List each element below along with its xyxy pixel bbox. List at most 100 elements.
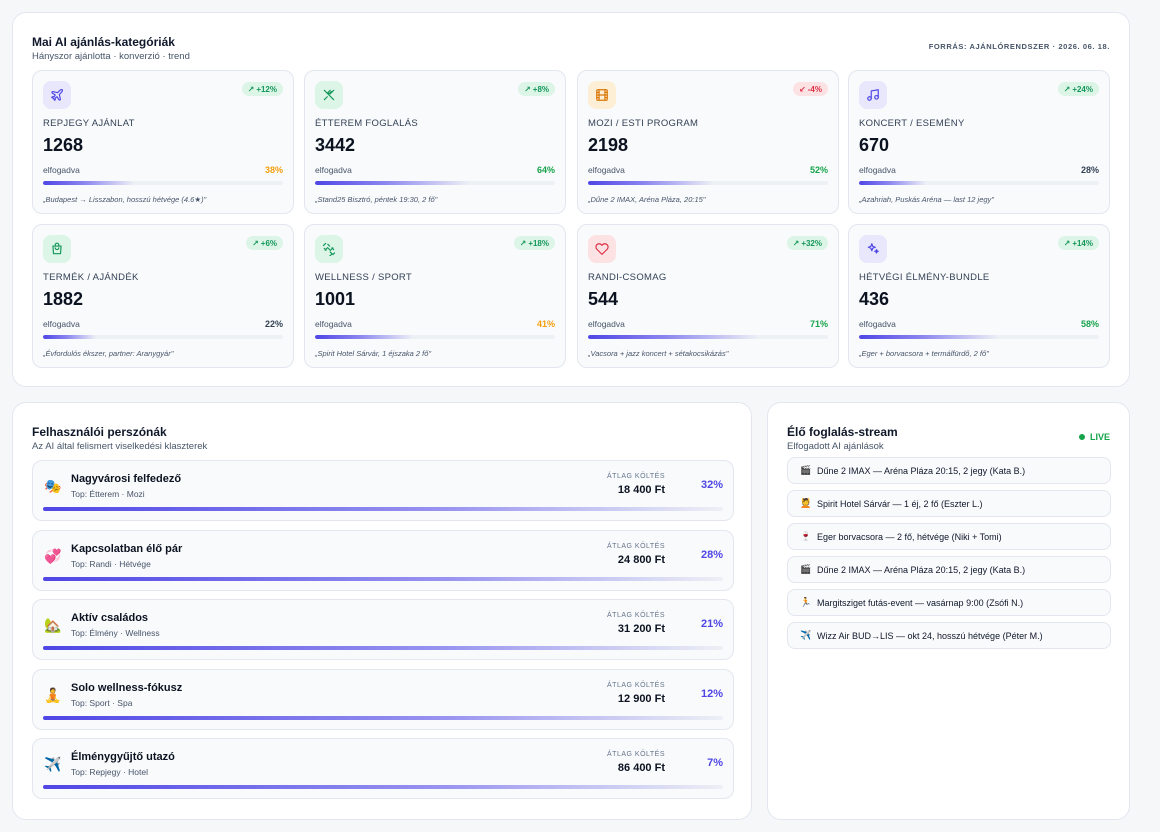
- accepted-label: elfogadva: [588, 319, 625, 329]
- category-card[interactable]: ↙ -4% MOZI / ESTI PROGRAM 2198 elfogadva 52% „…: [577, 70, 839, 214]
- persona-share-bar: [43, 715, 723, 720]
- accepted-label: elfogadva: [859, 165, 896, 175]
- persona-row[interactable]: 🎭 Nagyvárosi felfedező Top: Étterem · Mozi…: [32, 460, 734, 521]
- persona-share-bar: [43, 646, 723, 650]
- persona-share-bar-fill: [43, 785, 723, 789]
- conversion-bar-fill: [588, 181, 713, 185]
- example-recommendation: „Budapest → Lisszabon, hosszú hétvége (4…: [43, 195, 207, 204]
- trend-up-icon: ↗: [1063, 238, 1071, 248]
- persona-name: Kapcsolatban élő pár: [71, 542, 183, 555]
- dumbbell-icon: [315, 235, 343, 263]
- avg-spend-value: 86 400 Ft: [617, 762, 665, 774]
- category-card[interactable]: ↗ +6% TERMÉK / AJÁNDÉK 1882 elfogadva 22% „Évf…: [32, 224, 294, 368]
- conversion-bar: [588, 335, 828, 339]
- persona-top-categories: Top: Repjegy · Hotel: [71, 767, 149, 777]
- persona-share-bar: [43, 785, 723, 789]
- clapper-icon: 🎬: [800, 465, 812, 475]
- conversion-bar-fill: [315, 335, 414, 339]
- recommendation-count: 1268: [43, 135, 84, 155]
- example-recommendation: „Vacsora + jazz koncert + sétakocsikázás…: [588, 349, 729, 358]
- category-card[interactable]: ↗ +14% HÉTVÉGI ÉLMÉNY-BUNDLE 436 elfogadva 58…: [848, 224, 1110, 368]
- stream-item[interactable]: ✈️ Wizz Air BUD→LIS — okt 24, hosszú hétv…: [787, 622, 1111, 649]
- accepted-label: elfogadva: [315, 319, 352, 329]
- trend-value: -4%: [807, 84, 822, 94]
- stream-item[interactable]: 🏃 Margitsziget futás-event — vasárnap 9:0…: [787, 589, 1111, 616]
- persona-row[interactable]: ✈️ Élménygyűjtő utazó Top: Repjegy · Hotel…: [32, 738, 734, 799]
- persona-row[interactable]: 🧘 Solo wellness-fókusz Top: Sport · Spa ÁTL…: [32, 668, 734, 730]
- trend-up-icon: ↗: [252, 238, 259, 248]
- persona-share: 12%: [700, 687, 723, 700]
- trend-value: +8%: [532, 84, 549, 94]
- avg-spend-value: 24 800 Ft: [617, 553, 665, 566]
- persona-row[interactable]: 🏡 Aktív családos Top: Élmény · Wellness ÁTL…: [32, 599, 734, 660]
- persona-row[interactable]: 💞 Kapcsolatban élő pár Top: Randi · Hétvég…: [32, 529, 734, 591]
- recommendation-count: 2198: [588, 135, 629, 155]
- recommendation-count: 436: [859, 289, 890, 309]
- example-recommendation: „Eger + borvacsora + termálfürdő, 2 fő": [859, 349, 989, 358]
- airplane-icon: ✈️: [800, 630, 812, 640]
- persona-top-categories: Top: Randi · Hétvége: [71, 558, 151, 569]
- persona-share: 7%: [707, 757, 723, 769]
- hearts-icon: 💞: [44, 547, 62, 564]
- stream-item[interactable]: 🎬 Dűne 2 IMAX — Aréna Pláza 20:15, 2 jegy…: [787, 556, 1111, 583]
- persona-share-bar-fill: [43, 507, 723, 511]
- trend-up-icon: ↗: [519, 238, 527, 248]
- persona-share: 28%: [700, 548, 723, 561]
- conversion-bar-fill: [588, 335, 759, 339]
- trend-up-icon: ↗: [524, 84, 531, 94]
- stream-item[interactable]: 💆 Spirit Hotel Sárvár — 1 éj, 2 fő (Eszte…: [787, 490, 1111, 517]
- accepted-percent: 52%: [809, 165, 828, 175]
- stream-item-text: Eger borvacsora — 2 fő, hétvége (Niki + …: [817, 531, 1002, 542]
- live-indicator: LIVE: [1078, 432, 1110, 442]
- avg-spend-label: ÁTLAG KÖLTÉS: [607, 473, 665, 480]
- spa-icon: 💆: [800, 498, 812, 508]
- category-card[interactable]: ↗ +32% RANDI-CSOMAG 544 elfogadva 71% „Vacsora…: [577, 224, 839, 368]
- category-card[interactable]: ↗ +18% WELLNESS / SPORT 1001 elfogadva 41% „Sp…: [304, 224, 566, 368]
- booking-stream-panel: Élő foglalás-stream Elfogadott AI ajánlá…: [767, 402, 1130, 820]
- persona-panel: Felhasználói perszónák Az AI által felis…: [12, 402, 752, 820]
- categories-title: Mai AI ajánlás-kategóriák: [32, 35, 175, 49]
- conversion-bar: [315, 181, 555, 185]
- trend-value: +32%: [801, 238, 822, 248]
- category-card[interactable]: ↗ +24% KONCERT / ESEMÉNY 670 elfogadva 28% „Az…: [848, 70, 1110, 214]
- category-card[interactable]: ↗ +12% REPJEGY AJÁNLAT 1268 elfogadva 38% „Bud…: [32, 70, 294, 214]
- recommendation-count: 3442: [315, 135, 356, 155]
- persona-top-categories: Top: Sport · Spa: [71, 697, 133, 708]
- trend-value: +12%: [256, 84, 277, 94]
- stream-item-text: Dűne 2 IMAX — Aréna Pláza 20:15, 2 jegy …: [817, 564, 1026, 575]
- trend-badge: ↗ +18%: [513, 236, 555, 250]
- recommendation-count: 544: [588, 289, 619, 309]
- airplane-icon: ✈️: [44, 756, 62, 772]
- persona-name: Solo wellness-fókusz: [71, 681, 183, 694]
- category-card[interactable]: ↗ +8% ÉTTEREM FOGLALÁS 3442 elfogadva 64% „Sta…: [304, 70, 566, 214]
- accepted-percent: 38%: [264, 165, 283, 175]
- music-icon: [859, 81, 887, 109]
- stream-subtitle: Elfogadott AI ajánlások: [787, 441, 884, 452]
- persona-share-bar-fill: [43, 646, 723, 650]
- accepted-label: elfogadva: [43, 165, 80, 175]
- recommendation-count: 1882: [43, 289, 84, 309]
- trend-value: +6%: [260, 238, 277, 248]
- accepted-percent: 22%: [264, 319, 283, 329]
- avg-spend-value: 18 400 Ft: [617, 484, 665, 496]
- categories-panel: Mai AI ajánlás-kategóriák Hányszor ajánl…: [12, 12, 1130, 387]
- accepted-label: elfogadva: [588, 165, 625, 175]
- category-name: ÉTTEREM FOGLALÁS: [315, 118, 418, 129]
- conversion-bar: [588, 181, 828, 185]
- stream-item-text: Spirit Hotel Sárvár — 1 éj, 2 fő (Eszter…: [817, 498, 983, 509]
- avg-spend-label: ÁTLAG KÖLTÉS: [607, 681, 665, 689]
- category-name: KONCERT / ESEMÉNY: [859, 118, 965, 129]
- conversion-bar-fill: [859, 181, 927, 185]
- film-icon: [588, 81, 616, 109]
- stream-item[interactable]: 🍷 Eger borvacsora — 2 fő, hétvége (Niki +…: [787, 523, 1111, 550]
- category-name: HÉTVÉGI ÉLMÉNY-BUNDLE: [859, 272, 990, 283]
- conversion-bar: [859, 181, 1099, 185]
- trend-badge: ↗ +6%: [246, 236, 283, 250]
- trend-badge: ↗ +32%: [786, 236, 828, 250]
- trend-value: +18%: [528, 238, 549, 248]
- conversion-bar: [43, 335, 283, 339]
- stream-item[interactable]: 🎬 Dűne 2 IMAX — Aréna Pláza 20:15, 2 jegy…: [787, 457, 1111, 484]
- conversion-bar-fill: [315, 181, 469, 185]
- conversion-bar-fill: [859, 335, 999, 339]
- persona-share-bar: [43, 507, 723, 511]
